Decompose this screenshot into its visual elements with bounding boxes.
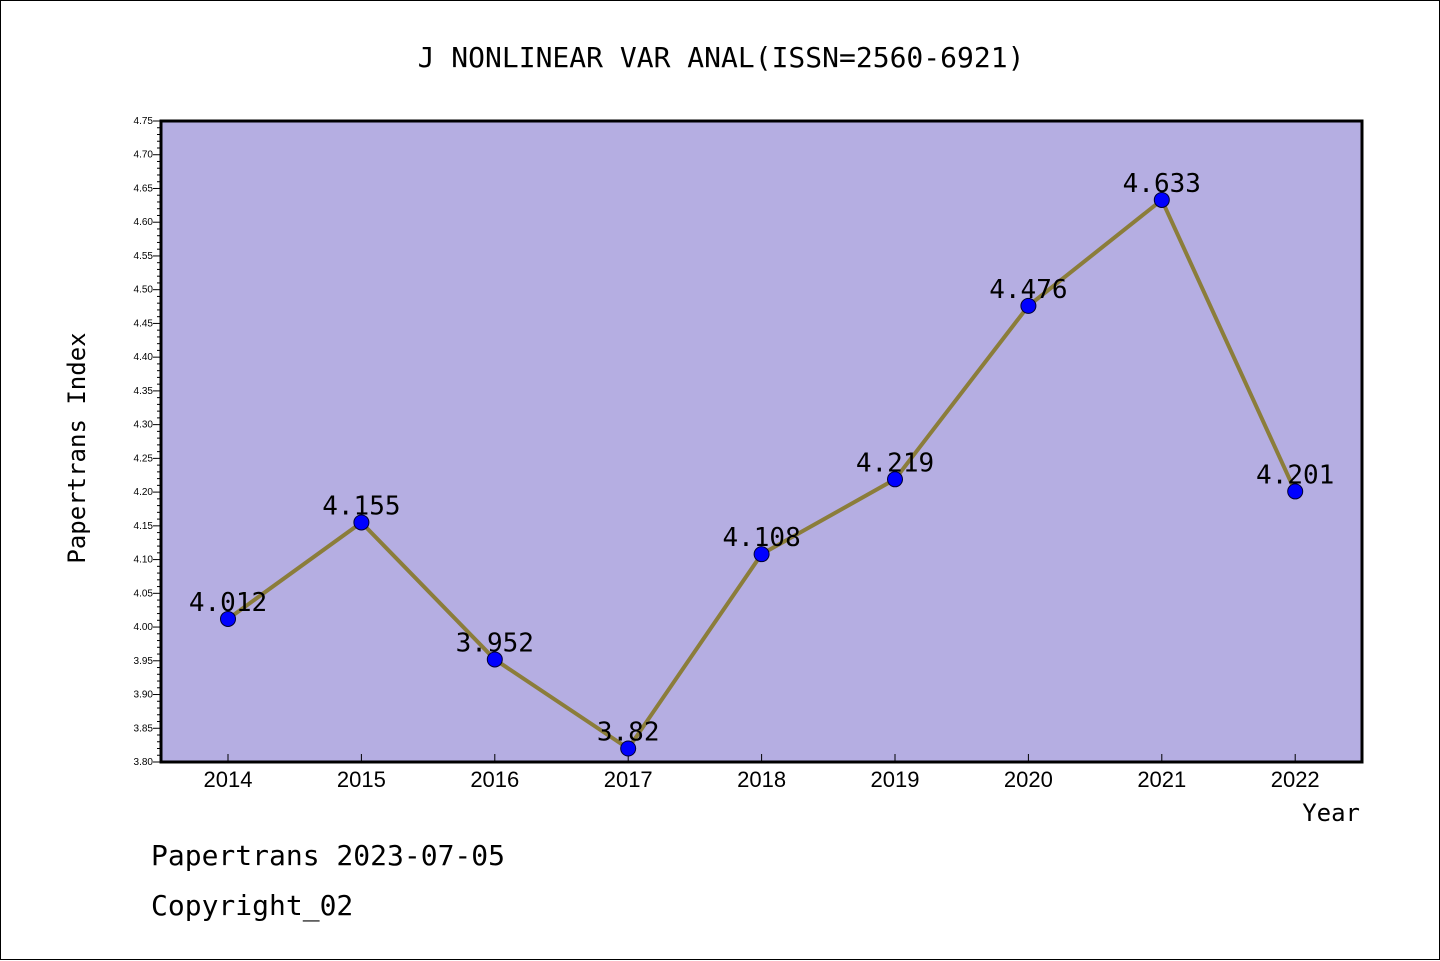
y-tick-label: 4.10: [134, 555, 154, 566]
chart-title: J NONLINEAR VAR ANAL(ISSN=2560-6921): [418, 41, 1025, 74]
data-point: [620, 740, 637, 757]
y-tick-label: 4.30: [134, 420, 154, 431]
x-tick-label: 2019: [871, 767, 920, 792]
data-point: [887, 471, 903, 488]
y-tick-label: 4.15: [134, 521, 154, 532]
data-point: [1153, 191, 1170, 208]
data-label: 4.108: [722, 523, 800, 553]
y-tick-label: 3.95: [134, 656, 154, 667]
data-point: [353, 514, 370, 531]
footer-date: Papertrans 2023-07-05: [151, 839, 505, 872]
y-tick-label: 4.75: [134, 116, 154, 127]
x-tick-label: 2021: [1137, 767, 1186, 792]
y-tick-label: 4.50: [134, 285, 154, 296]
y-tick-label: 3.90: [134, 690, 154, 701]
y-tick-label: 4.35: [134, 386, 154, 397]
y-tick-label: 4.55: [134, 251, 154, 262]
data-label: 4.155: [322, 491, 400, 521]
data-point: [1287, 483, 1304, 500]
y-axis-label: Papertrans Index: [63, 332, 91, 563]
data-label: 4.633: [1123, 169, 1201, 199]
footer-copyright: Copyright_02: [151, 889, 353, 923]
x-axis: 2014 2015 2016 2017 2018 2019 2020 2021 2022: [204, 754, 1320, 792]
y-tick-label: 4.45: [134, 318, 154, 329]
y-tick-label: 4.05: [134, 588, 154, 599]
y-tick-label: 4.25: [134, 453, 154, 464]
data-point: [1020, 297, 1037, 314]
data-point: [220, 610, 236, 627]
data-labels: 4.012 4.155 3.952 3.82 4.108 4.219 4.476 4.633 4…: [189, 169, 1334, 748]
data-point: [486, 651, 503, 668]
data-label: 3.82: [597, 718, 660, 748]
x-axis-label: Year: [1302, 799, 1360, 827]
data-label: 3.952: [456, 628, 534, 658]
x-tick-label: 2018: [737, 767, 786, 792]
x-tick-label: 2017: [604, 767, 653, 792]
x-tick-label: 2022: [1271, 767, 1320, 792]
data-label: 4.012: [189, 588, 267, 618]
data-series: [220, 191, 1304, 757]
y-tick-label: 3.85: [134, 723, 154, 734]
x-tick-label: 2014: [204, 767, 253, 792]
data-label: 4.476: [989, 275, 1067, 305]
y-tick-label: 4.70: [134, 150, 154, 161]
y-tick-label: 4.20: [134, 487, 154, 498]
data-label: 4.219: [856, 448, 934, 478]
x-tick-label: 2015: [337, 767, 386, 792]
data-point: [753, 546, 770, 563]
y-tick-label: 4.00: [134, 622, 154, 633]
y-tick-label: 3.80: [134, 757, 154, 768]
y-tick-label: 4.40: [134, 352, 154, 363]
plot-area: [159, 119, 1364, 764]
y-tick-label: 4.65: [134, 183, 154, 194]
x-tick-label: 2020: [1004, 767, 1053, 792]
x-tick-label: 2016: [470, 767, 519, 792]
data-label: 4.201: [1256, 460, 1334, 490]
y-tick-label: 4.60: [134, 217, 154, 228]
y-axis: 3.80 3.85 3.90 3.95 4.00 4.05 4.10 4.15 4.20 4.25…: [134, 116, 161, 768]
